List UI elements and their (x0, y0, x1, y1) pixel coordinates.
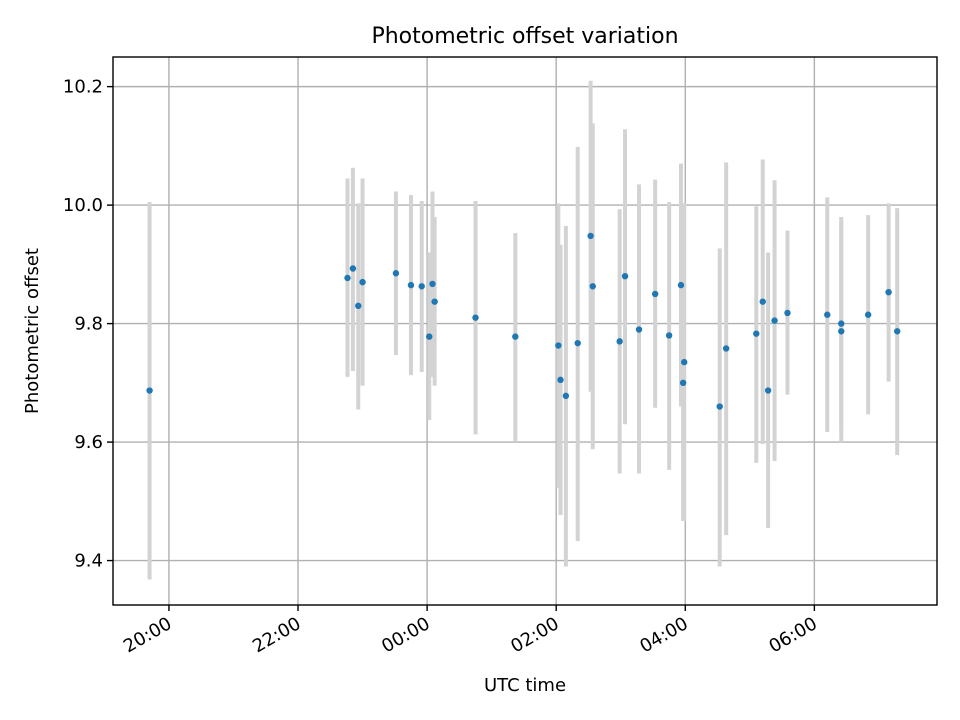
data-point (555, 342, 562, 349)
grid-layer (113, 57, 937, 605)
data-point (679, 379, 687, 387)
data-point (771, 317, 778, 324)
data-point (426, 333, 433, 340)
data-point (472, 314, 479, 321)
y-tick-label: 10.2 (63, 77, 103, 98)
data-point (635, 326, 643, 333)
x-tick-label: 06:00 (765, 613, 820, 657)
data-point (344, 274, 351, 282)
data-point (764, 387, 772, 394)
x-tick-label: 00:00 (378, 613, 433, 657)
x-tick-label: 20:00 (120, 613, 175, 657)
x-tick-label: 04:00 (636, 613, 691, 657)
data-point (824, 311, 831, 318)
data-point (864, 311, 872, 318)
data-point (893, 328, 901, 335)
data-point (562, 392, 570, 400)
data-point (349, 265, 357, 272)
y-axis-label: Photometric offset (22, 248, 43, 414)
data-point (146, 387, 153, 394)
data-point (722, 345, 730, 352)
y-axis: 9.4 9.6 9.8 10.0 10.2 (63, 77, 113, 572)
chart-title: Photometric offset variation (371, 24, 678, 49)
data-point (512, 333, 519, 340)
data-point (681, 358, 688, 366)
point-layer (146, 232, 901, 410)
x-axis-label: UTC time (484, 675, 566, 696)
data-point (392, 270, 400, 277)
data-point (587, 232, 594, 240)
x-tick-label: 22:00 (249, 613, 304, 657)
data-point (407, 281, 415, 289)
data-point (838, 320, 845, 327)
data-point (557, 376, 564, 384)
data-point (621, 273, 629, 280)
data-point (651, 290, 659, 298)
data-point (355, 302, 362, 310)
data-point (431, 298, 438, 305)
data-point (677, 281, 685, 289)
y-tick-label: 10.0 (63, 195, 103, 216)
data-point (574, 339, 581, 347)
data-point (429, 280, 436, 288)
y-tick-label: 9.8 (74, 314, 103, 335)
data-point (589, 283, 596, 290)
errorbar-layer (147, 80, 900, 580)
data-point (359, 278, 366, 286)
data-point (759, 298, 766, 305)
y-tick-label: 9.6 (74, 432, 103, 453)
x-tick-label: 02:00 (507, 613, 562, 657)
data-point (784, 309, 791, 317)
plot-frame (112, 56, 938, 606)
data-point (418, 283, 425, 290)
data-point (616, 338, 623, 345)
data-point (665, 332, 673, 339)
data-point (753, 330, 760, 337)
data-point (838, 328, 845, 335)
data-point (885, 288, 892, 296)
data-point (716, 403, 723, 410)
y-tick-label: 9.4 (74, 551, 103, 572)
x-axis: 20:00 22:00 00:00 02:00 04:00 06:00 (120, 605, 821, 657)
